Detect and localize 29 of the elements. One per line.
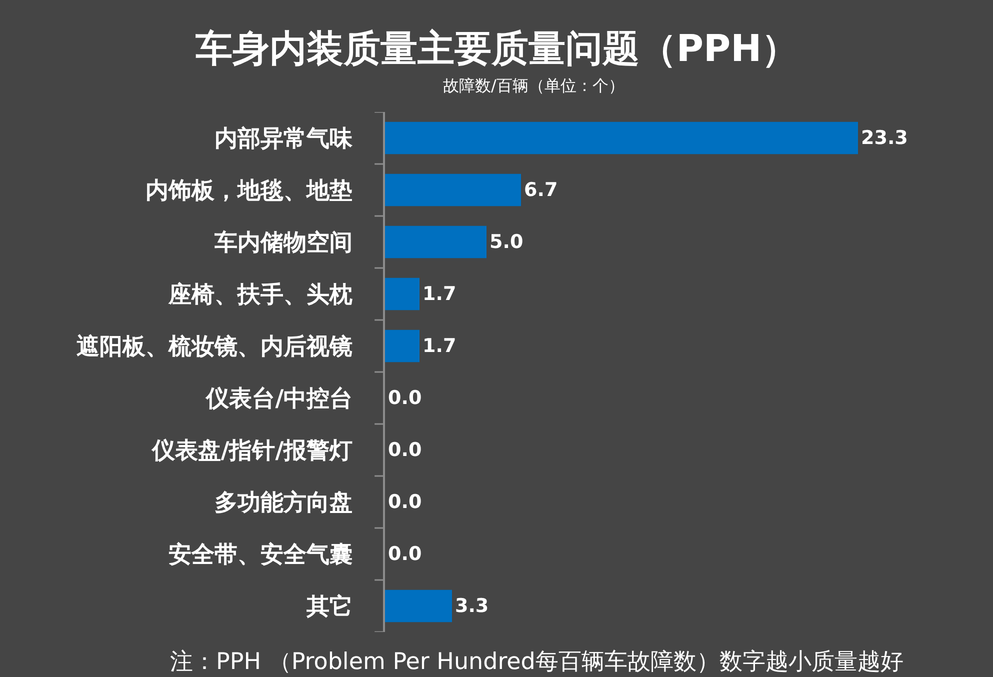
y-tick-label: 安全带、安全气囊 <box>168 541 353 568</box>
data-label: 3.3 <box>454 595 489 617</box>
y-tick-label: 多功能方向盘 <box>214 489 353 516</box>
data-label: 6.7 <box>524 179 558 201</box>
bar <box>385 174 522 206</box>
data-label: 5.0 <box>490 231 524 253</box>
data-label: 0.0 <box>388 543 422 565</box>
text: 注：PPH （Problem Per Hundred每百辆车故障数）数字越小质量越好 <box>170 649 904 675</box>
y-tick-label: 遮阳板、梳妆镜、内后视镜 <box>76 334 353 360</box>
y-tick-label: 其它 <box>306 593 353 620</box>
bar <box>385 330 420 362</box>
y-tick-label: 车内储物空间 <box>214 229 353 256</box>
y-tick-label: 仪表台/中控台 <box>205 386 353 412</box>
bar <box>385 278 420 310</box>
data-label: 0.0 <box>388 439 422 461</box>
data-label: 1.7 <box>422 283 456 305</box>
data-label: 0.0 <box>388 387 422 409</box>
y-tick-label: 仪表盘/指针/报警灯 <box>150 438 353 464</box>
data-label: 1.7 <box>422 335 456 357</box>
y-tick-label: 内饰板，地毯、地垫 <box>146 178 353 204</box>
y-tick-label: 内部异常气味 <box>214 126 354 152</box>
bar <box>385 590 452 622</box>
data-label: 23.3 <box>861 127 908 149</box>
bar <box>385 226 486 258</box>
data-label: 0.0 <box>388 491 422 513</box>
chart-title: 车身内装质量主要质量问题（PPH） <box>195 26 799 70</box>
chart-subtitle: 故障数/百辆（单位：个） <box>443 76 624 95</box>
bar <box>385 122 858 154</box>
y-tick-label: 座椅、扶手、头枕 <box>168 281 353 308</box>
